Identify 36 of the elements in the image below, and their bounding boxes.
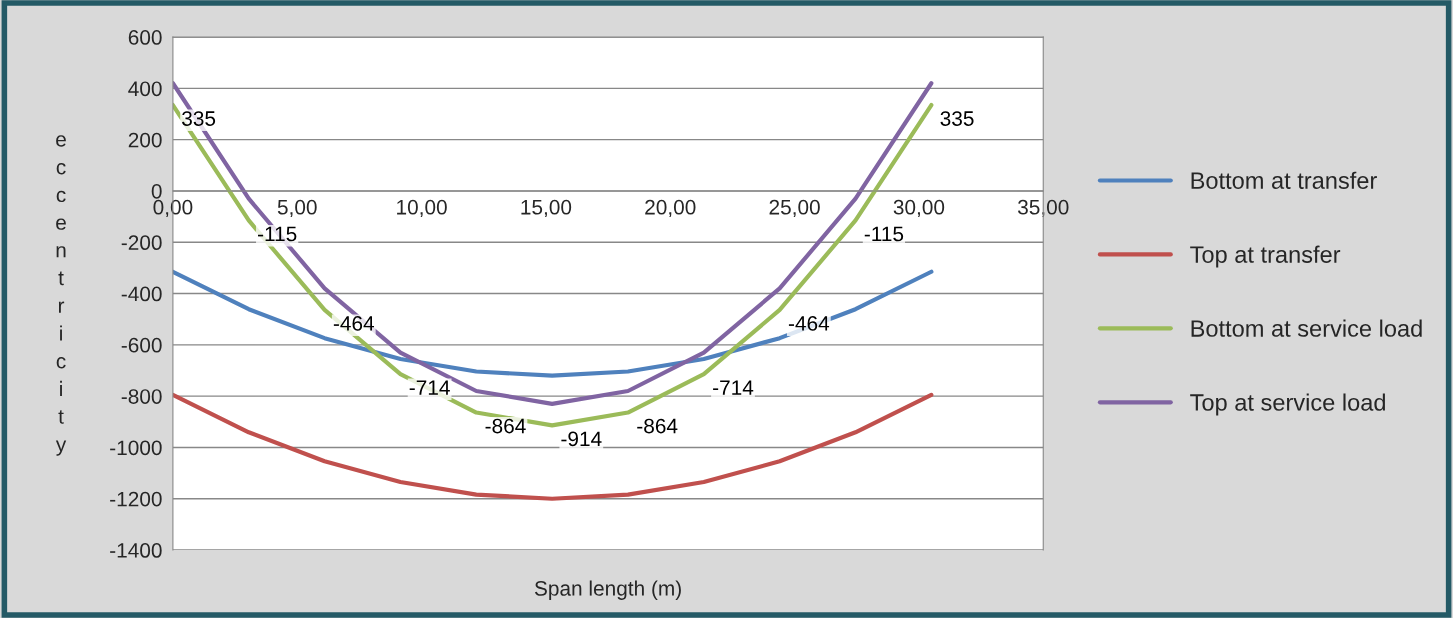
data-label: -464 xyxy=(788,316,830,331)
x-tick-label: 35,00 xyxy=(1017,199,1069,218)
x-axis-title: Span length (m) xyxy=(534,580,681,600)
legend-label: Top at transfer xyxy=(1190,245,1341,268)
y-tick-label: -600 xyxy=(121,337,162,353)
data-label: 335 xyxy=(182,111,216,126)
data-label: -115 xyxy=(258,226,297,242)
data-label: -864 xyxy=(485,418,526,434)
y-tick-label: -1200 xyxy=(110,491,162,507)
x-tick-label: 10,00 xyxy=(397,199,447,218)
data-label: 335 xyxy=(940,111,974,126)
y-tick-label: -400 xyxy=(121,286,162,302)
legend-label: Bottom at service load xyxy=(1191,319,1422,337)
y-tick-label: 200 xyxy=(128,132,162,148)
y-tick-label: 600 xyxy=(128,30,162,45)
x-tick-label: 0,00 xyxy=(153,199,193,218)
y-tick-label: 0 xyxy=(151,183,162,199)
x-tick-label: 30,00 xyxy=(893,199,945,218)
data-label: -914 xyxy=(561,431,602,447)
data-label: -714 xyxy=(713,380,754,395)
x-tick-label: 5,00 xyxy=(277,199,317,218)
y-tick-label: -1000 xyxy=(110,440,162,456)
data-label: -714 xyxy=(409,380,450,395)
legend-label: Bottom at transfer xyxy=(1191,171,1377,189)
x-tick-label: 20,00 xyxy=(645,199,696,218)
data-label: -864 xyxy=(637,418,678,434)
y-tick-label: 400 xyxy=(128,81,162,97)
y-tick-label: -800 xyxy=(121,389,162,404)
text: eccentricity xyxy=(55,135,67,456)
data-label: -464 xyxy=(333,316,375,331)
y-tick-label: -200 xyxy=(121,235,162,251)
y-tick-label: -1400 xyxy=(110,543,162,558)
x-tick-label: 25,00 xyxy=(769,199,820,218)
legend-label: Top at service load xyxy=(1190,393,1385,416)
x-tick-label: 15,00 xyxy=(521,199,572,218)
data-label: -115 xyxy=(864,226,904,242)
